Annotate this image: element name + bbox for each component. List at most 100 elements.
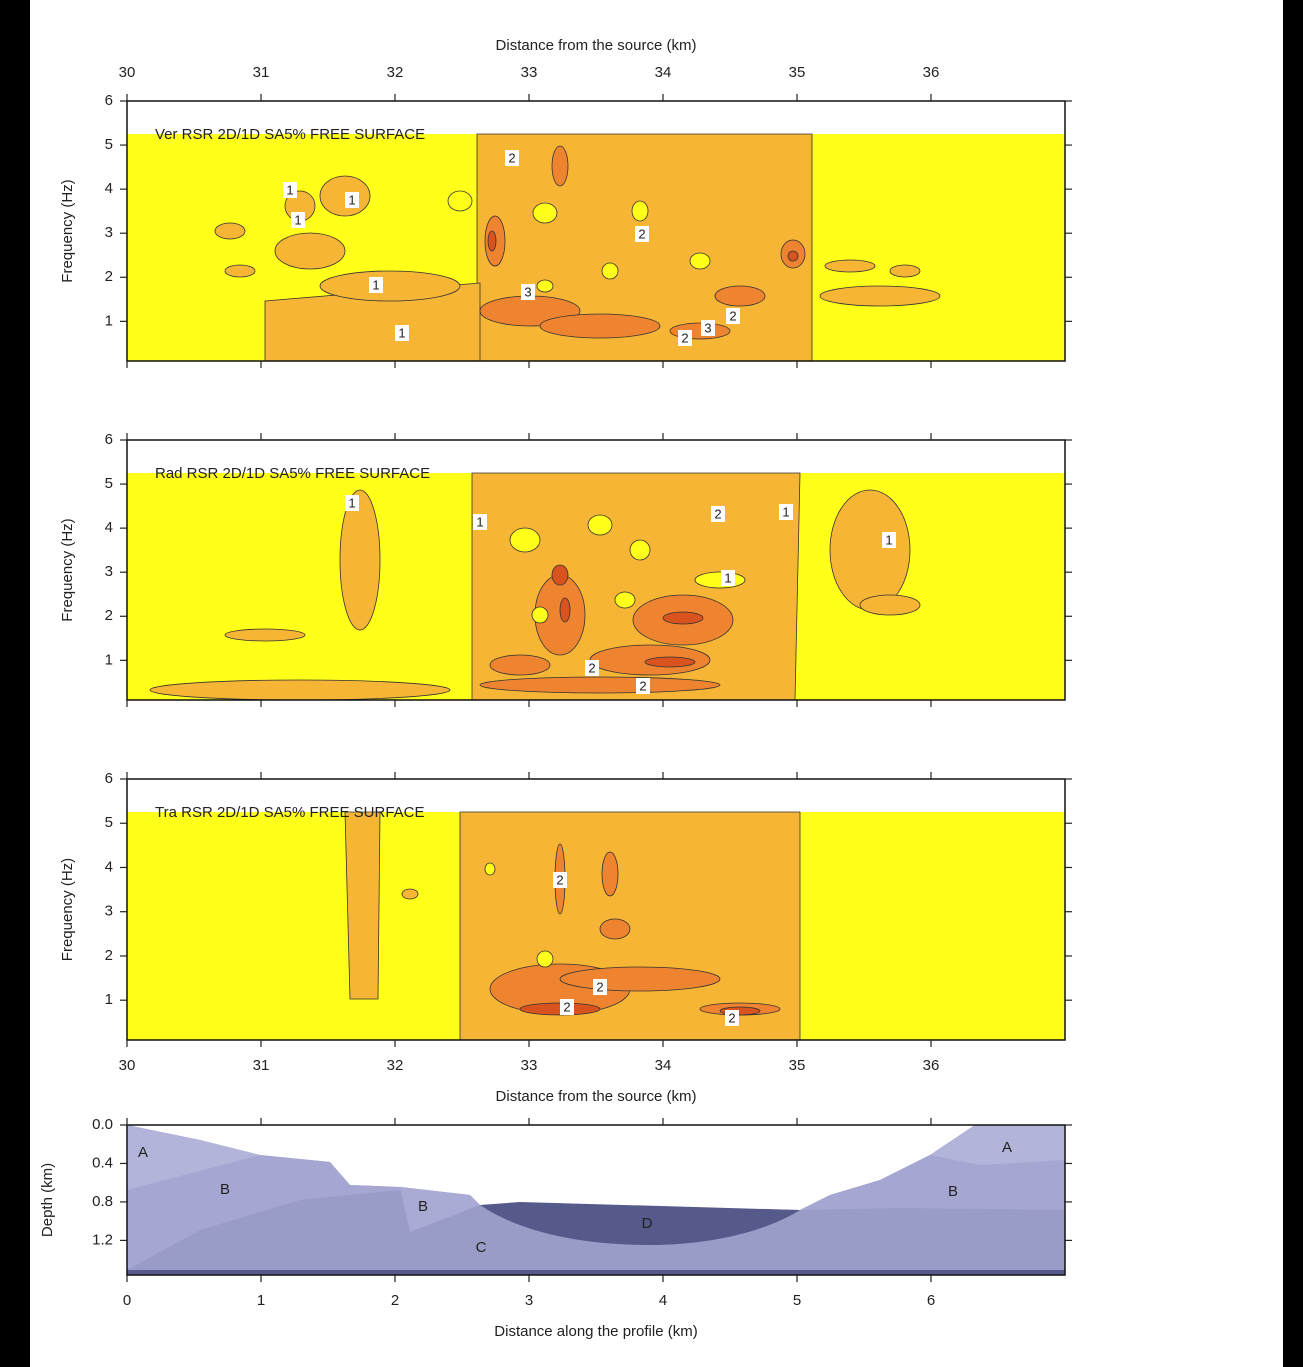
contour-label-box bbox=[369, 277, 383, 293]
bedrock-line bbox=[127, 1270, 1065, 1275]
region-label: B bbox=[418, 1198, 428, 1215]
contour-blob bbox=[559, 597, 571, 623]
x-tick-label: 6 bbox=[927, 1292, 935, 1309]
region-label: A bbox=[1002, 1139, 1012, 1156]
contour-label: 1 bbox=[476, 514, 483, 529]
contour-label: 2 bbox=[563, 999, 570, 1014]
contour-label-box bbox=[505, 150, 519, 166]
x-tick-label: 31 bbox=[253, 64, 270, 81]
contour-blob bbox=[536, 950, 554, 968]
contour-label: 2 bbox=[556, 872, 563, 887]
y-tick-label: 2 bbox=[105, 607, 113, 624]
contour-label: 1 bbox=[348, 495, 355, 510]
contour-label-box bbox=[711, 506, 725, 522]
contour-label-box bbox=[345, 495, 359, 511]
contour-label-box bbox=[560, 999, 574, 1015]
panel-title: Tra RSR 2D/1D SA5% FREE SURFACE bbox=[155, 804, 425, 821]
contour-label-box bbox=[553, 872, 567, 888]
contour-blob bbox=[859, 594, 921, 616]
region-label: D bbox=[642, 1215, 653, 1232]
contour-label-box bbox=[395, 325, 409, 341]
x-axis-label: Distance from the source (km) bbox=[496, 1088, 697, 1105]
contour-blob bbox=[484, 862, 496, 876]
y-tick-label: 5 bbox=[105, 814, 113, 831]
y-tick-label: 6 bbox=[105, 431, 113, 448]
contour-blob bbox=[489, 654, 551, 676]
contour-label: 2 bbox=[596, 979, 603, 994]
contour-label: 1 bbox=[885, 532, 892, 547]
x-tick-label: 33 bbox=[521, 1057, 538, 1074]
y-axis-label: Frequency (Hz) bbox=[59, 179, 76, 282]
y-tick-label: 1 bbox=[105, 312, 113, 329]
contour-label: 2 bbox=[728, 1010, 735, 1025]
y-tick-label: 1 bbox=[105, 651, 113, 668]
contour-blob bbox=[539, 313, 661, 339]
contour-label-box bbox=[701, 320, 715, 336]
y-tick-label: 2 bbox=[105, 268, 113, 285]
contour-blob bbox=[587, 514, 613, 536]
y-tick-label: 2 bbox=[105, 947, 113, 964]
x-tick-label: 30 bbox=[119, 64, 136, 81]
contour-blob bbox=[536, 279, 554, 293]
contour-label: 2 bbox=[714, 506, 721, 521]
contour-blob bbox=[479, 676, 721, 694]
y-tick-label: 0.4 bbox=[92, 1154, 113, 1171]
contour-blob bbox=[224, 264, 256, 278]
region-label: B bbox=[948, 1183, 958, 1200]
contour-label-box bbox=[635, 226, 649, 242]
contour-label: 1 bbox=[372, 277, 379, 292]
y-tick-label: 5 bbox=[105, 475, 113, 492]
y-axis-label: Frequency (Hz) bbox=[59, 518, 76, 621]
contour-blob bbox=[662, 611, 704, 625]
contour-blob bbox=[829, 489, 911, 611]
contour-label: 1 bbox=[398, 325, 405, 340]
contour-blob bbox=[214, 222, 246, 240]
contour-label: 2 bbox=[729, 308, 736, 323]
x-tick-label: 0 bbox=[123, 1292, 131, 1309]
frame bbox=[126, 1124, 1066, 1276]
contour-label-box bbox=[473, 514, 487, 530]
contour-blob bbox=[401, 888, 419, 900]
x-tick-label: 35 bbox=[789, 64, 806, 81]
x-tick-label: 32 bbox=[387, 64, 404, 81]
x-axis-label: Distance along the profile (km) bbox=[494, 1323, 697, 1340]
contour-label: 2 bbox=[588, 660, 595, 675]
x-tick-label: 32 bbox=[387, 1057, 404, 1074]
contour-label-box bbox=[585, 660, 599, 676]
contour-blob bbox=[551, 564, 569, 586]
x-tick-label: 34 bbox=[655, 1057, 672, 1074]
contour-blob bbox=[824, 259, 876, 273]
contour-label-box bbox=[882, 532, 896, 548]
contour-label-box bbox=[721, 570, 735, 586]
y-axis-label: Frequency (Hz) bbox=[59, 858, 76, 961]
y-tick-label: 3 bbox=[105, 903, 113, 920]
y-tick-label: 1 bbox=[105, 991, 113, 1008]
y-tick-label: 1.2 bbox=[92, 1231, 113, 1248]
contour-blob bbox=[551, 145, 569, 187]
x-tick-label: 2 bbox=[391, 1292, 399, 1309]
contour-label: 1 bbox=[286, 182, 293, 197]
contour-blob bbox=[601, 851, 619, 897]
y-tick-label: 4 bbox=[105, 519, 113, 536]
contour-blob bbox=[319, 270, 461, 302]
contour-blob bbox=[689, 252, 711, 270]
x-tick-label: 4 bbox=[659, 1292, 667, 1309]
x-tick-label: 34 bbox=[655, 64, 672, 81]
contour-label-box bbox=[725, 1010, 739, 1026]
contour-label-box bbox=[291, 212, 305, 228]
contour-label-box bbox=[678, 330, 692, 346]
contour-blob bbox=[601, 262, 619, 280]
panel-title: Ver RSR 2D/1D SA5% FREE SURFACE bbox=[155, 126, 425, 143]
layer-a bbox=[930, 1125, 1065, 1165]
contour-label: 2 bbox=[638, 226, 645, 241]
x-tick-label: 31 bbox=[253, 1057, 270, 1074]
contour-blob bbox=[149, 679, 451, 701]
contour-label-box bbox=[636, 678, 650, 694]
contour-blob bbox=[274, 232, 346, 270]
contour-label: 3 bbox=[704, 320, 711, 335]
contour-label-box bbox=[726, 308, 740, 324]
x-tick-label: 1 bbox=[257, 1292, 265, 1309]
y-tick-label: 4 bbox=[105, 180, 113, 197]
